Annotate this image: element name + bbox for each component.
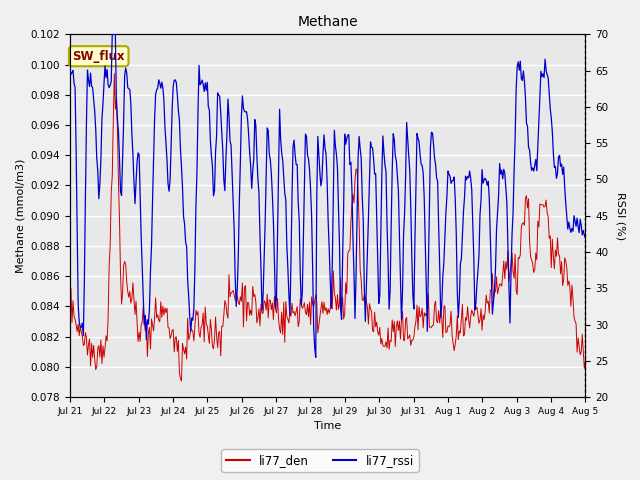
- X-axis label: Time: Time: [314, 421, 341, 432]
- Y-axis label: RSSI (%): RSSI (%): [615, 192, 625, 240]
- Title: Methane: Methane: [298, 15, 358, 29]
- Text: SW_flux: SW_flux: [72, 50, 125, 63]
- Y-axis label: Methane (mmol/m3): Methane (mmol/m3): [15, 158, 25, 273]
- Legend: li77_den, li77_rssi: li77_den, li77_rssi: [221, 449, 419, 472]
